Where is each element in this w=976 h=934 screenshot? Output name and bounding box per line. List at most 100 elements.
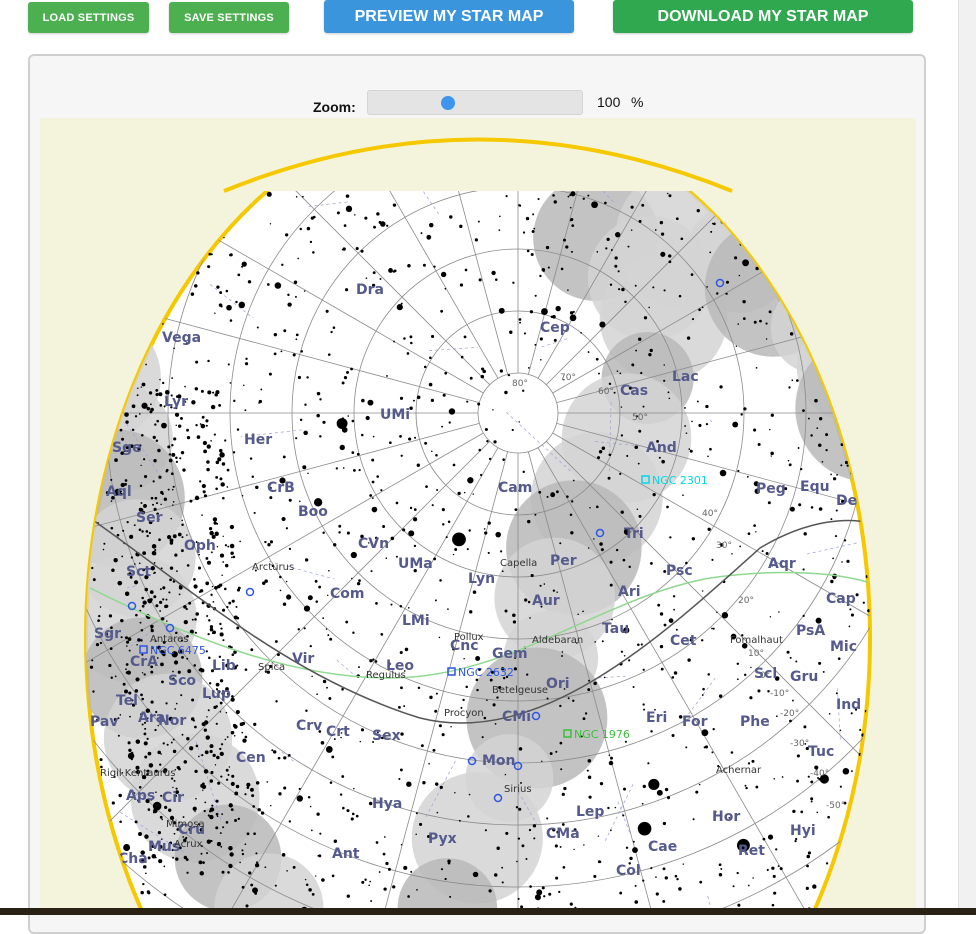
star: [472, 493, 474, 495]
star: [136, 394, 139, 397]
star: [685, 432, 688, 434]
star: [310, 829, 313, 832]
save-settings-button[interactable]: SAVE SETTINGS: [169, 2, 289, 33]
star: [127, 307, 130, 311]
star: [139, 484, 143, 488]
star: [224, 738, 227, 741]
star: [333, 839, 338, 843]
star: [773, 891, 777, 895]
star: [151, 544, 157, 549]
right-ascension-line: [527, 451, 752, 915]
star: [623, 627, 630, 634]
star: [89, 287, 93, 291]
star: [230, 808, 234, 812]
star: [625, 846, 629, 849]
star: [224, 439, 227, 442]
star: [795, 837, 798, 841]
star: [410, 870, 413, 873]
star: [295, 333, 299, 337]
star: [615, 548, 619, 552]
star: [795, 660, 798, 663]
declination-degree-label: -80°: [876, 891, 895, 901]
star: [711, 751, 714, 754]
star: [193, 584, 198, 589]
download-star-map-button[interactable]: DOWNLOAD MY STAR MAP: [613, 0, 913, 33]
star: [704, 745, 709, 749]
star: [208, 527, 213, 531]
star: [295, 437, 298, 440]
star: [172, 534, 177, 539]
star: [425, 485, 428, 488]
star: [774, 676, 780, 681]
star: [354, 214, 356, 216]
star: [784, 487, 788, 491]
star: [875, 225, 878, 228]
constellation-label: Psc: [666, 563, 693, 579]
star: [770, 413, 774, 417]
star: [775, 848, 778, 851]
star: [841, 499, 845, 504]
zoom-slider-thumb[interactable]: [440, 96, 455, 110]
page-scrollbar[interactable]: [958, 0, 976, 908]
star: [249, 787, 254, 792]
constellation-boundary: [240, 429, 302, 438]
star: [546, 697, 549, 700]
constellation-label: Lup: [202, 686, 231, 702]
star: [712, 222, 714, 225]
star: [298, 787, 301, 791]
star: [393, 269, 397, 273]
star: [663, 623, 667, 627]
star: [217, 690, 221, 694]
star: [149, 315, 153, 319]
declination-degree-label: -70°: [860, 871, 879, 881]
load-settings-button[interactable]: LOAD SETTINGS: [28, 2, 149, 33]
star: [847, 310, 850, 312]
star: [528, 828, 532, 832]
star: [186, 428, 189, 432]
constellation-label: Del: [836, 493, 862, 509]
star: [869, 446, 870, 450]
star: [795, 263, 798, 266]
star: [459, 224, 463, 229]
star: [119, 820, 122, 823]
star: [175, 702, 178, 705]
open-cluster-marker: [513, 761, 523, 771]
star: [121, 772, 124, 774]
star: [222, 496, 225, 500]
star: [325, 745, 333, 753]
star: [657, 603, 661, 607]
constellation-label: Tel: [116, 693, 138, 709]
constellation-label: Vega: [162, 330, 201, 346]
star: [712, 727, 715, 731]
star: [480, 374, 485, 379]
star: [671, 676, 675, 679]
preview-star-map-button[interactable]: PREVIEW MY STAR MAP: [324, 0, 574, 33]
star: [98, 423, 101, 425]
star: [498, 215, 501, 218]
star: [764, 212, 767, 215]
star: [220, 845, 223, 848]
star: [163, 865, 166, 868]
star: [219, 747, 222, 751]
star: [613, 391, 616, 394]
star: [129, 715, 131, 718]
zoom-slider[interactable]: [367, 90, 583, 115]
star: [226, 692, 230, 696]
star: [200, 389, 204, 393]
star: [498, 229, 501, 231]
star: [169, 538, 174, 543]
star: [530, 253, 534, 257]
constellation-boundary: [334, 657, 358, 678]
star-map-preview[interactable]: Dra Cep Cas Lac And Peg Equ Del Vega Lyr Her CrB Boo…: [40, 118, 916, 915]
star: [147, 751, 152, 756]
star: [650, 562, 653, 565]
star: [131, 428, 135, 432]
star: [423, 365, 427, 369]
star: [620, 650, 624, 653]
star: [753, 481, 759, 487]
star: [569, 314, 577, 322]
star: [169, 566, 174, 570]
star: [159, 588, 162, 591]
star: [566, 495, 569, 498]
star: [217, 457, 222, 462]
